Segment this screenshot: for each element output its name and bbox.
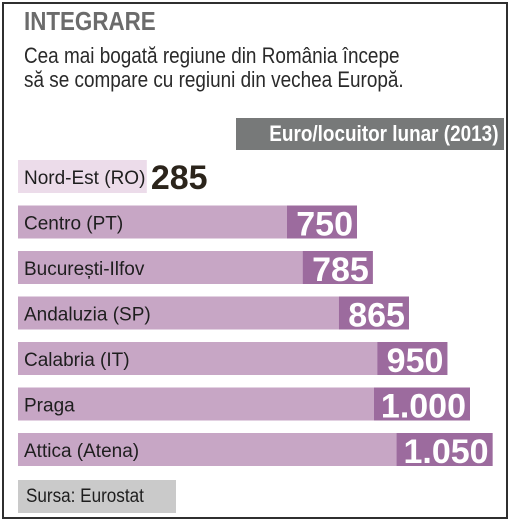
category-label: Andaluzia (SP) <box>24 305 151 326</box>
subtitle-line: să se compare cu regiuni din vechea Euro… <box>24 67 404 92</box>
units-label: Euro/locuitor lunar (2013) <box>268 121 498 146</box>
value-label: 785 <box>312 251 369 289</box>
value-label: 750 <box>296 206 353 244</box>
category-label: Attica (Atena) <box>24 441 139 462</box>
subtitle: Cea mai bogată regiune din România încep… <box>24 44 512 92</box>
value-label: 285 <box>151 159 208 197</box>
category-label: Praga <box>24 396 75 417</box>
category-label: București-Ilfov <box>24 259 145 280</box>
value-label: 1.000 <box>381 388 466 426</box>
bar <box>18 160 147 193</box>
source-box: Sursa: Eurostat <box>18 480 176 513</box>
value-label: 950 <box>387 342 444 380</box>
bar <box>18 342 448 375</box>
category-label: Nord-Est (RO) <box>24 168 145 189</box>
value-box <box>374 387 470 421</box>
value-box <box>377 342 448 375</box>
headline: INTEGRARE <box>24 6 156 36</box>
subtitle-line: Cea mai bogată regiune din România încep… <box>24 43 400 68</box>
category-label: Calabria (IT) <box>24 350 130 371</box>
units-bar: Euro/locuitor lunar (2013) <box>236 118 504 150</box>
source-label: Sursa: Eurostat <box>26 486 144 507</box>
value-label: 865 <box>348 297 405 335</box>
value-box <box>396 433 493 466</box>
category-label: Centro (PT) <box>24 214 123 235</box>
value-box <box>287 205 357 239</box>
value-label: 1.050 <box>404 433 489 471</box>
value-box <box>302 251 373 284</box>
value-box <box>338 296 409 330</box>
